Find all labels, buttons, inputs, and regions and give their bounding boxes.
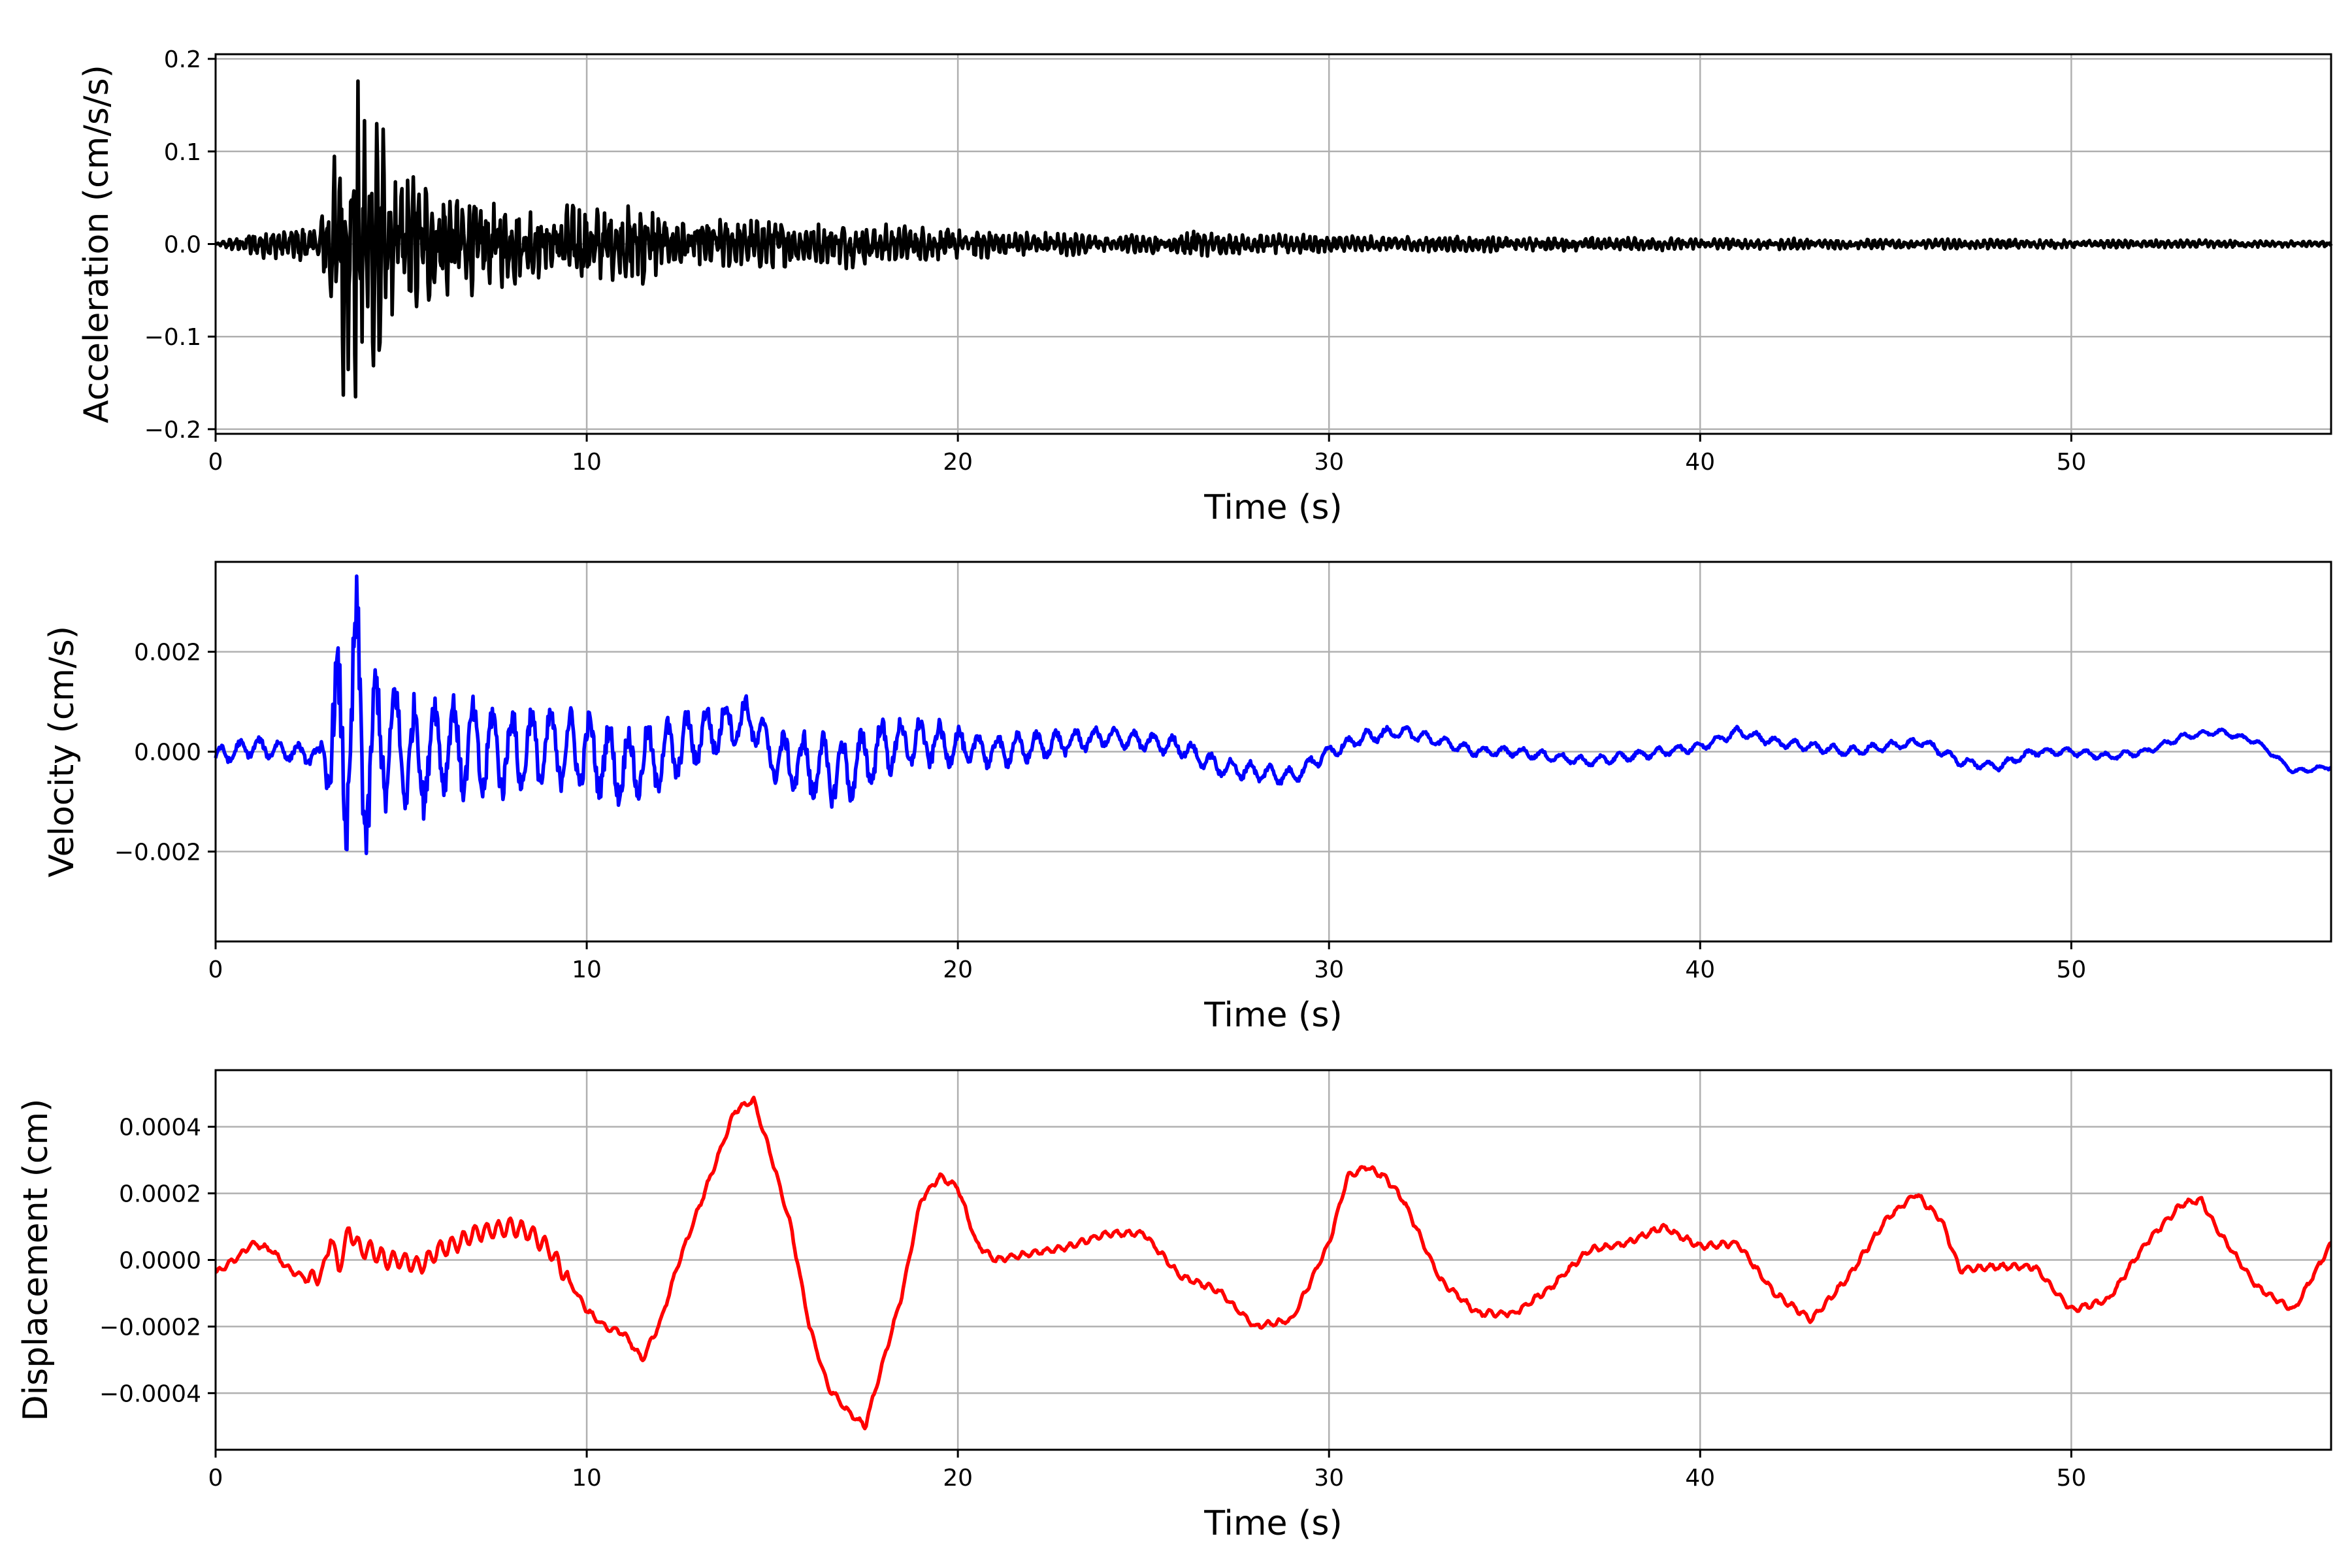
x-axis-label: Time (s) [1203, 1504, 1342, 1543]
panel-1: 0 10 20 30 40 50 −0.2 −0.1 0.0 0.1 0.2 Time (s) Acce… [77, 46, 2333, 527]
panels: 0 10 20 30 40 50 −0.2 −0.1 0.0 0.1 0.2 Time (s) Acce… [16, 46, 2333, 1543]
y-tick-label: −0.0004 [99, 1380, 201, 1407]
y-tick-label: 0.0 [164, 232, 201, 259]
x-tick-label: 0 [208, 956, 223, 983]
y-tick-label: −0.1 [144, 324, 201, 351]
panel-2: 0 10 20 30 40 50 −0.002 0.000 0.002 Time (s) Veloc… [42, 561, 2332, 1035]
y-tick-label: 0.0000 [119, 1248, 201, 1275]
x-tick-label: 40 [1685, 1465, 1715, 1492]
x-tick-label: 30 [1314, 449, 1344, 476]
y-tick-label: 0.0004 [119, 1115, 201, 1141]
y-tick-label: 0.000 [134, 740, 201, 766]
x-tick-label: 10 [572, 449, 602, 476]
y-axis-label: Velocity (cm/s) [42, 626, 82, 877]
x-axis-label: Time (s) [1203, 488, 1342, 527]
y-tick-label: −0.2 [144, 417, 201, 444]
x-tick-label: 50 [2056, 956, 2086, 983]
x-tick-label: 40 [1685, 449, 1715, 476]
x-tick-label: 30 [1314, 1465, 1344, 1492]
y-tick-label: 0.0002 [119, 1181, 201, 1208]
y-tick-label: 0.1 [164, 139, 201, 166]
x-tick-label: 30 [1314, 956, 1344, 983]
x-tick-label: 20 [943, 449, 973, 476]
x-tick-label: 20 [943, 1465, 973, 1492]
y-axis-label: Displacement (cm) [16, 1099, 56, 1422]
series-line [214, 79, 2333, 399]
x-tick-label: 50 [2056, 1465, 2086, 1492]
panel-3: 0 10 20 30 40 50 −0.0004 −0.0002 0.0000 0.0002 0.0… [16, 1069, 2332, 1543]
x-tick-label: 50 [2056, 449, 2086, 476]
y-tick-label: −0.002 [114, 839, 201, 866]
x-tick-label: 20 [943, 956, 973, 983]
x-tick-label: 0 [208, 1465, 223, 1492]
x-tick-label: 10 [572, 1465, 602, 1492]
y-tick-label: 0.2 [164, 46, 201, 73]
x-tick-label: 0 [208, 449, 223, 476]
x-tick-label: 10 [572, 956, 602, 983]
y-axis-label: Acceleration (cm/s/s) [77, 65, 116, 423]
series-line [214, 574, 2332, 855]
x-axis-label: Time (s) [1203, 996, 1342, 1035]
series-line [214, 1096, 2332, 1431]
y-tick-label: −0.0002 [99, 1314, 201, 1341]
x-tick-label: 40 [1685, 956, 1715, 983]
y-tick-label: 0.002 [134, 640, 201, 666]
